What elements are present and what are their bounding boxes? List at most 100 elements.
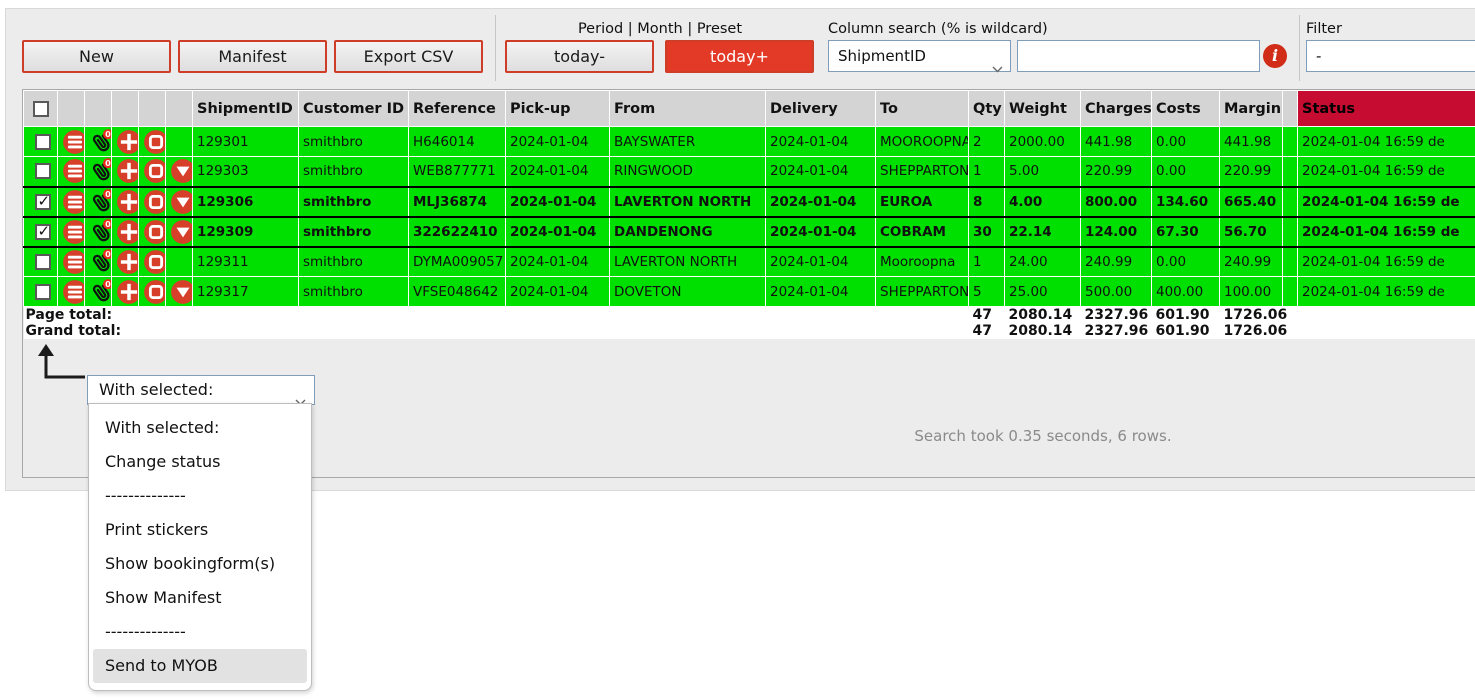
add-icon[interactable] (116, 249, 138, 275)
expand-triangle-icon-cell (165, 276, 193, 307)
charges-cell: 500.00 (1080, 276, 1152, 307)
charges-cell: 240.99 (1080, 246, 1152, 277)
totals-section: Page total: 47 2080.14 2327.96 601.90 17… (23, 306, 1475, 339)
export-csv-button[interactable]: Export CSV (334, 40, 483, 73)
attachments-paperclip-icon[interactable]: 0 (89, 158, 111, 184)
header-gap-col (1282, 90, 1298, 127)
today-minus-button[interactable]: today- (505, 40, 654, 73)
menu-icon[interactable] (62, 279, 84, 305)
shipment-row: 0129309smithbro3226224102024-01-04DANDEN… (23, 215, 1475, 248)
expand-triangle-icon[interactable] (170, 279, 192, 305)
column-header-customer-id[interactable]: Customer ID (298, 90, 409, 127)
menu-icon[interactable] (62, 158, 84, 184)
header-checkbox-cell (23, 90, 58, 127)
add-icon[interactable] (116, 158, 138, 184)
with-selected-menu: With selected: Change status -------------… (88, 403, 312, 691)
menu-item-show-bookingform-s[interactable]: Show bookingform(s) (105, 554, 276, 573)
delivery-cell: 2024-01-04 (765, 246, 876, 277)
select-all-checkbox[interactable] (32, 100, 49, 117)
gap-cell (1282, 246, 1298, 277)
row-checkbox[interactable] (34, 133, 51, 150)
add-icon[interactable] (116, 129, 138, 155)
column-header-from[interactable]: From (609, 90, 766, 127)
page-total-weight: 2080.14 (1004, 306, 1081, 323)
stop-icon[interactable] (143, 189, 165, 215)
add-icon[interactable] (116, 219, 138, 245)
toolbar-divider (495, 15, 496, 81)
expand-triangle-icon[interactable] (170, 219, 192, 245)
stop-icon[interactable] (143, 158, 165, 184)
attachments-paperclip-icon[interactable]: 0 (89, 189, 111, 215)
period-month-preset-label[interactable]: Period | Month | Preset (577, 21, 743, 37)
page-total-label: Page total: (23, 306, 969, 323)
menu-icon[interactable] (62, 219, 84, 245)
stop-icon[interactable] (143, 129, 165, 155)
today-plus-button[interactable]: today+ (665, 40, 814, 73)
column-header-weight[interactable]: Weight (1004, 90, 1081, 127)
stop-icon-cell (138, 246, 166, 277)
expand-triangle-icon-cell (165, 126, 193, 157)
row-checkbox[interactable] (34, 253, 51, 270)
menu-item-send-to-myob[interactable]: Send to MYOB (93, 649, 307, 683)
menu-item-with-selected[interactable]: With selected: (105, 418, 220, 437)
expand-triangle-icon[interactable] (170, 189, 192, 215)
stop-icon[interactable] (143, 249, 165, 275)
filter-select[interactable]: - (1306, 40, 1475, 72)
add-icon-cell (111, 185, 139, 218)
menu-item-show-manifest[interactable]: Show Manifest (105, 588, 222, 607)
info-icon[interactable]: i (1263, 44, 1287, 68)
column-header-status[interactable]: Status (1297, 90, 1475, 127)
column-header-reference[interactable]: Reference (408, 90, 506, 127)
shipments-table: ShipmentID Customer ID Reference Pick-up… (23, 90, 1475, 339)
stop-icon[interactable] (143, 219, 165, 245)
header-icon-col (57, 90, 85, 127)
add-icon[interactable] (116, 279, 138, 305)
weight-cell: 22.14 (1004, 215, 1081, 248)
column-header-charges[interactable]: Charges (1080, 90, 1152, 127)
menu-icon[interactable] (62, 189, 84, 215)
shipment-id-cell: 129301 (192, 126, 299, 157)
row-checkbox[interactable] (34, 222, 51, 240)
menu-icon[interactable] (62, 249, 84, 275)
shipment-id-cell: 129317 (192, 276, 299, 307)
with-selected-dropdown[interactable]: With selected: (87, 375, 315, 406)
from-cell: RINGWOOD (609, 156, 766, 187)
row-checkbox[interactable] (34, 283, 51, 300)
stop-icon[interactable] (143, 279, 165, 305)
expand-triangle-icon[interactable] (170, 158, 192, 184)
column-header-delivery[interactable]: Delivery (765, 90, 876, 127)
attachments-paperclip-icon[interactable]: 0 (89, 278, 111, 305)
menu-icon[interactable] (62, 129, 84, 155)
column-header-costs[interactable]: Costs (1151, 90, 1220, 127)
attachments-paperclip-icon[interactable]: 0 (89, 249, 111, 275)
new-button[interactable]: New (22, 40, 171, 73)
add-icon[interactable] (116, 189, 138, 215)
expand-triangle-icon-cell (165, 156, 193, 187)
expand-triangle-icon-cell (165, 185, 193, 218)
costs-cell: 134.60 (1151, 185, 1220, 218)
menu-icon-cell (57, 276, 85, 307)
column-header-shipment-id[interactable]: ShipmentID (192, 90, 299, 127)
column-header-to[interactable]: To (875, 90, 969, 127)
return-arrow-icon (38, 344, 85, 379)
menu-item-change-status[interactable]: Change status (105, 452, 221, 471)
row-checkbox[interactable] (34, 192, 51, 210)
reference-cell: WEB877771 (408, 156, 506, 187)
with-selected-value: With selected: (99, 380, 214, 399)
column-header-margin[interactable]: Margin (1219, 90, 1283, 127)
column-search-select[interactable]: ShipmentID (828, 40, 1011, 73)
weight-cell: 2000.00 (1004, 126, 1081, 157)
margin-cell: 665.40 (1219, 185, 1283, 218)
manifest-button[interactable]: Manifest (178, 40, 327, 73)
column-header-qty[interactable]: Qty (968, 90, 1005, 127)
attachments-paperclip-icon[interactable]: 0 (89, 128, 111, 155)
column-search-input[interactable] (1017, 40, 1260, 72)
menu-item-print-stickers[interactable]: Print stickers (105, 520, 209, 539)
pickup-cell: 2024-01-04 (505, 156, 610, 187)
column-header-pickup[interactable]: Pick-up (505, 90, 610, 127)
row-checkbox[interactable] (34, 163, 51, 180)
reference-cell: DYMA009057 (408, 246, 506, 277)
shipment-id-cell: 129309 (192, 215, 299, 248)
attachments-paperclip-icon[interactable]: 0 (89, 219, 111, 245)
customer-id-cell: smithbro (298, 156, 409, 187)
